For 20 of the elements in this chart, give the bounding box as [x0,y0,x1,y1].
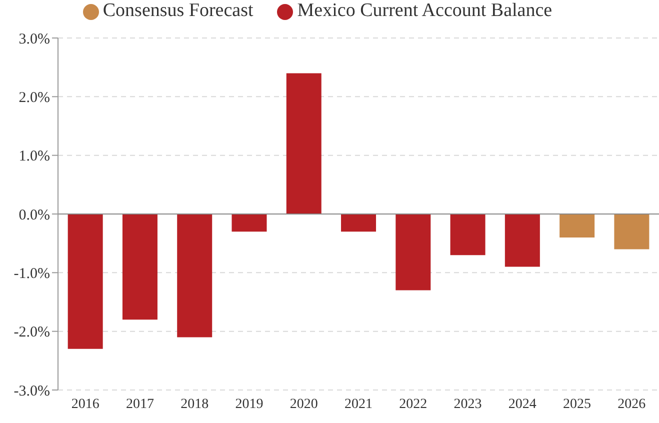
y-tick-label: -2.0% [14,324,50,341]
x-tick-label: 2022 [399,396,428,412]
y-tick-label: -3.0% [14,383,50,400]
x-tick-label: 2017 [126,396,154,412]
x-tick-label: 2025 [563,396,592,412]
legend-label: Mexico Current Account Balance [297,0,552,21]
y-tick-label: -1.0% [14,266,50,282]
x-tick-label: 2026 [618,396,646,412]
x-tick-label: 2023 [454,396,482,412]
x-tick-label: 2018 [180,396,209,412]
x-tick-label: 2019 [235,396,264,412]
x-tick-label: 2016 [71,396,100,412]
x-tick-label: 2024 [508,396,536,412]
x-tick-label: 2021 [344,396,372,412]
legend-label: Consensus Forecast [102,0,254,21]
x-tick-label: 2020 [290,396,318,412]
y-tick-label: 2.0% [18,90,50,106]
y-tick-label: 0.0% [18,207,50,224]
y-tick-label: 3.0% [18,31,50,48]
y-tick-label: 1.0% [18,148,50,165]
